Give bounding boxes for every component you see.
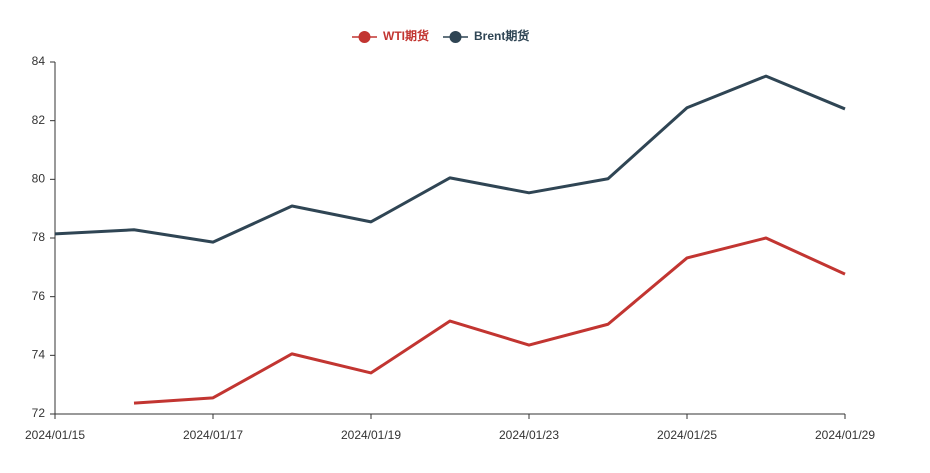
y-tick-label: 80 bbox=[32, 172, 46, 186]
y-tick-label: 78 bbox=[32, 230, 46, 244]
legend-label: WTI期货 bbox=[383, 28, 429, 43]
legend-marker bbox=[358, 31, 371, 43]
x-tick-label: 2024/01/17 bbox=[183, 428, 243, 442]
y-tick-label: 82 bbox=[32, 113, 46, 127]
series-line bbox=[133, 236, 846, 405]
x-tick-label: 2024/01/25 bbox=[657, 428, 717, 442]
x-tick-label: 2024/01/23 bbox=[499, 428, 559, 442]
x-tick-label: 2024/01/29 bbox=[815, 428, 875, 442]
y-tick-label: 84 bbox=[32, 54, 46, 68]
x-tick-label: 2024/01/19 bbox=[341, 428, 401, 442]
y-tick-label: 76 bbox=[32, 289, 46, 303]
x-tick-label: 2024/01/15 bbox=[25, 428, 85, 442]
y-tick-label: 74 bbox=[32, 348, 46, 362]
series-line bbox=[54, 74, 846, 244]
legend-marker bbox=[449, 31, 462, 43]
y-tick-label: 72 bbox=[32, 406, 46, 420]
legend-label: Brent期货 bbox=[474, 28, 529, 43]
